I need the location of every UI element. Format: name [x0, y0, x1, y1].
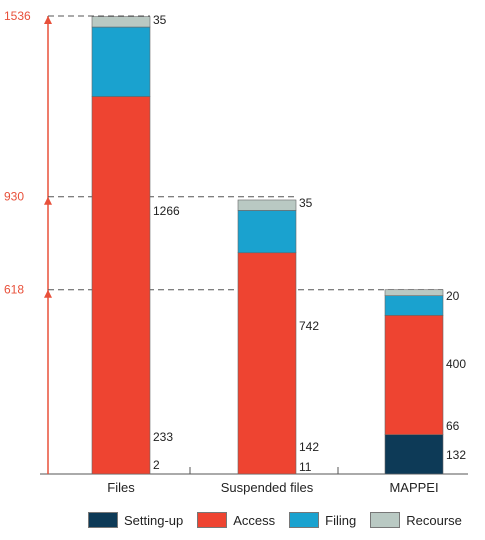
legend-swatch: [370, 512, 401, 528]
bar-segment-filing: [237, 210, 297, 254]
stacked-bar-chart: 1536 930 618 Files Suspended files MAPPEI 2 233…: [4, 9, 468, 495]
data-label: 132: [446, 448, 466, 462]
x-tick-label: Files: [107, 480, 135, 495]
legend-label: Setting-up: [124, 512, 184, 528]
bar-segment-recourse: [91, 16, 151, 28]
y-marker-label: 930: [4, 190, 24, 204]
data-label: 400: [446, 357, 466, 371]
bar-segment-access: [384, 315, 444, 435]
bar-segment-filing: [91, 26, 151, 97]
legend-swatch: [88, 512, 118, 528]
data-label: 66: [446, 419, 460, 433]
legend-label: Filing: [325, 512, 357, 528]
x-tick-label: Suspended files: [221, 480, 314, 495]
legend-label: Access: [233, 512, 276, 528]
data-label: 35: [153, 13, 167, 27]
data-label: 1266: [153, 204, 180, 218]
legend: Setting-up Access Filing Recourse: [88, 512, 476, 528]
legend-swatch: [289, 512, 320, 528]
bar-segment-access: [91, 96, 151, 475]
y-marker-arrow: [44, 16, 52, 24]
data-label: 233: [153, 430, 173, 444]
bar-segment-recourse: [237, 199, 297, 211]
bar-segment-access: [237, 252, 297, 475]
data-label: 20: [446, 289, 460, 303]
x-tick-label: MAPPEI: [389, 480, 438, 495]
y-marker-label: 1536: [4, 9, 31, 23]
legend-item: Setting-up: [88, 512, 183, 528]
legend-label: Recourse: [406, 512, 462, 528]
data-label: 142: [299, 440, 319, 454]
legend-item: Filing: [289, 512, 356, 528]
bar-segment-recourse: [384, 289, 444, 296]
y-marker-arrow: [44, 289, 52, 298]
data-label: 35: [299, 196, 313, 210]
legend-item: Access: [197, 512, 275, 528]
data-label: 2: [153, 458, 160, 472]
y-marker-arrow: [44, 196, 52, 205]
legend-swatch: [197, 512, 228, 528]
data-label: 11: [299, 460, 312, 474]
legend-item: Recourse: [370, 512, 462, 528]
data-label: 742: [299, 319, 319, 333]
bar-segment-filing: [384, 295, 444, 316]
y-marker-label: 618: [4, 283, 24, 297]
bar-segment-setting-up: [384, 434, 444, 475]
